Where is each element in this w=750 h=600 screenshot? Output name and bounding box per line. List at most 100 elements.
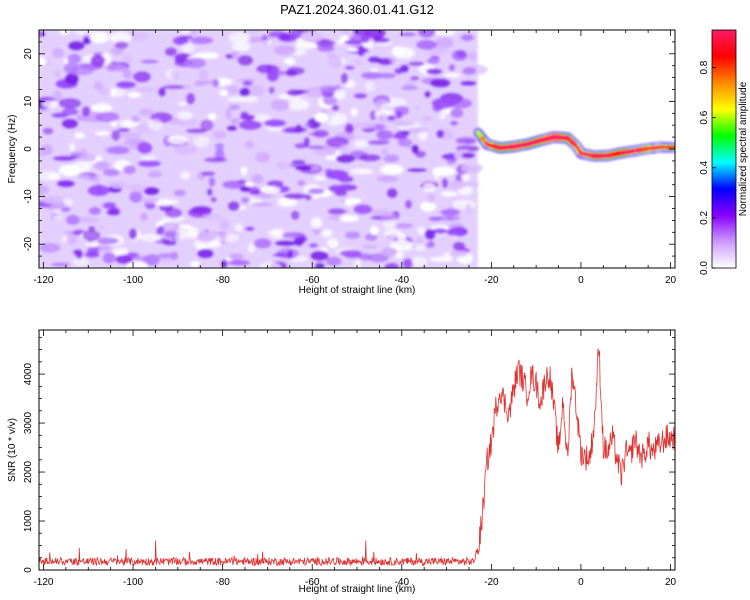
noise-blob: [190, 261, 201, 267]
noise-blob: [39, 31, 46, 38]
signal-hotspot: [558, 135, 569, 140]
noise-blob: [214, 142, 225, 151]
noise-blob: [255, 151, 270, 163]
spectrogram-signal-track: [472, 126, 675, 162]
noise-blob: [165, 69, 178, 79]
noise-blob: [460, 80, 477, 87]
noise-blob: [237, 55, 254, 66]
y-tick-label: 20: [23, 48, 34, 60]
x-tick-label: 20: [665, 275, 677, 286]
noise-blob: [380, 164, 404, 175]
noise-blob: [344, 39, 363, 45]
noise-blob: [413, 106, 421, 111]
x-tick-label: -40: [395, 275, 410, 286]
noise-blob: [95, 131, 110, 136]
noise-blob: [97, 225, 107, 230]
noise-blob: [90, 54, 106, 67]
noise-blob: [446, 227, 464, 236]
noise-blob: [461, 152, 476, 159]
noise-blob: [65, 214, 80, 226]
spectrogram-y-tick-labels: -20 -10 0 10 20: [23, 48, 34, 252]
snr-y-tick-labels: 0 1000 2000 3000 4000: [23, 363, 34, 573]
noise-blob: [353, 122, 377, 129]
noise-blob: [41, 195, 65, 205]
noise-blob: [330, 113, 348, 125]
noise-blob: [200, 119, 214, 132]
noise-blob: [256, 64, 273, 74]
noise-blob: [460, 162, 483, 174]
spectrogram-noise-layer: [39, 30, 488, 268]
noise-blob: [157, 225, 165, 234]
noise-blob: [286, 98, 310, 111]
noise-blob: [380, 247, 398, 257]
noise-blob: [53, 70, 62, 78]
noise-blob: [294, 142, 307, 149]
noise-blob: [197, 248, 214, 259]
noise-blob: [465, 203, 472, 215]
y-tick-label: -20: [23, 237, 34, 252]
noise-blob: [242, 80, 253, 87]
noise-blob: [384, 229, 402, 239]
noise-blob: [335, 154, 356, 164]
spectrogram-ticks: [39, 29, 675, 269]
noise-blob: [353, 93, 368, 99]
noise-blob: [94, 160, 110, 171]
noise-blob: [311, 217, 323, 230]
noise-blob: [452, 241, 466, 251]
noise-blob: [414, 243, 427, 251]
noise-blob: [41, 100, 59, 109]
noise-blob: [400, 85, 418, 91]
noise-blob: [204, 157, 228, 163]
noise-blob: [350, 107, 358, 117]
noise-blob: [190, 36, 214, 45]
noise-blob: [226, 125, 238, 132]
noise-blob: [140, 156, 156, 161]
noise-blob: [264, 119, 287, 127]
noise-blob: [67, 53, 81, 64]
noise-blob: [308, 243, 319, 248]
noise-blob: [344, 231, 361, 240]
noise-blob: [53, 215, 62, 220]
noise-blob: [421, 116, 433, 121]
noise-blob: [170, 251, 179, 260]
noise-blob: [304, 122, 311, 128]
figure-title: PAZ1.2024.360.01.41.G12: [280, 2, 434, 17]
noise-blob: [272, 252, 289, 258]
noise-blob: [286, 249, 294, 259]
noise-blob: [382, 219, 398, 230]
noise-blob: [376, 175, 399, 182]
noise-blob: [39, 56, 47, 67]
colorbar-label: Normalized spectral amplitude: [738, 81, 749, 216]
noise-blob: [56, 179, 75, 188]
noise-blob: [441, 178, 449, 189]
noise-blob: [286, 66, 305, 76]
noise-blob: [111, 129, 121, 141]
y-tick-label: 3000: [23, 412, 34, 435]
noise-blob: [52, 90, 63, 102]
noise-blob: [61, 107, 79, 116]
noise-blob: [48, 173, 61, 180]
noise-blob: [442, 252, 453, 259]
noise-blob: [127, 184, 147, 193]
noise-blob: [450, 180, 466, 190]
noise-blob: [354, 58, 362, 66]
noise-blob: [338, 144, 350, 156]
colorbar-tick-label: 0.6: [699, 110, 710, 124]
noise-blob: [177, 111, 193, 121]
noise-blob: [406, 168, 428, 173]
noise-blob: [140, 59, 159, 64]
noise-blob: [229, 104, 241, 110]
noise-blob: [468, 50, 477, 62]
noise-blob: [122, 53, 133, 65]
noise-blob: [369, 110, 377, 121]
noise-blob: [74, 30, 97, 36]
noise-blob: [357, 45, 366, 57]
noise-blob: [220, 259, 228, 268]
x-tick-label: -40: [395, 577, 410, 588]
noise-blob: [354, 259, 362, 268]
noise-blob: [194, 52, 218, 59]
noise-blob: [291, 159, 306, 165]
noise-blob: [240, 166, 248, 176]
noise-blob: [308, 188, 325, 195]
noise-blob: [321, 229, 333, 238]
